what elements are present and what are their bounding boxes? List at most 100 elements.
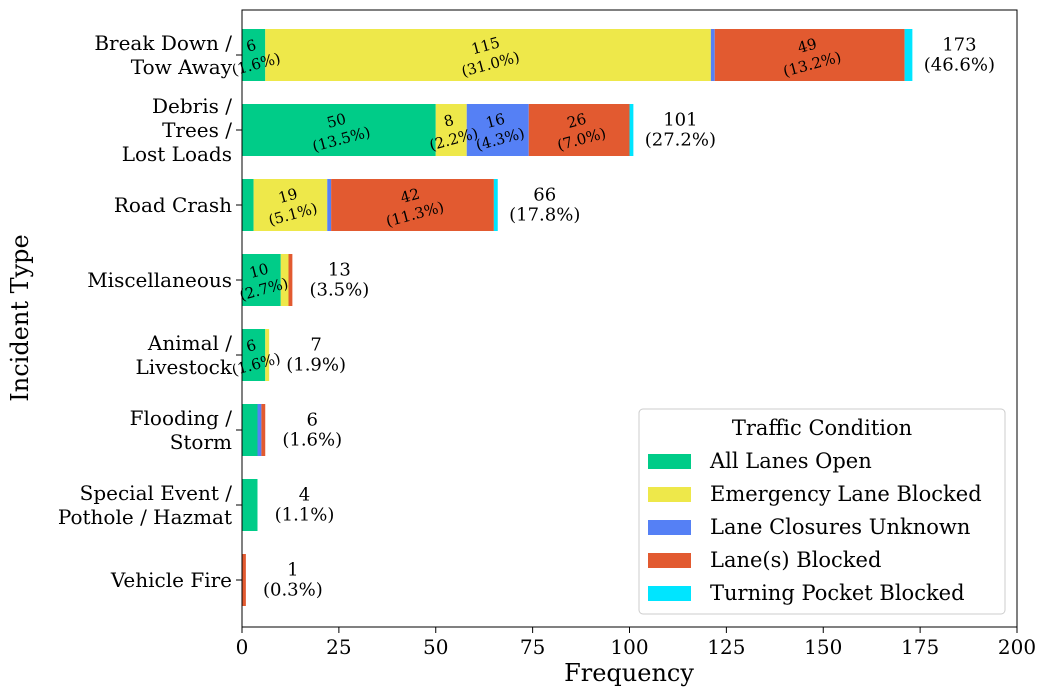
total-label-line: 6 <box>307 410 318 431</box>
x-tick-label: 175 <box>901 635 939 659</box>
y-tick-label-line: Special Event / <box>80 481 233 505</box>
bar-segment <box>629 104 634 156</box>
y-tick-label-line: Storm <box>170 430 232 454</box>
segment-label-line: 49 <box>796 35 819 57</box>
y-tick-label-line: Animal / <box>147 331 232 355</box>
total-label-line: (1.6%) <box>282 430 342 451</box>
bar-segment <box>257 404 262 456</box>
y-tick-label: Debris / Trees / Lost Loads <box>122 94 233 166</box>
bar-segment <box>714 29 905 81</box>
bar-segment <box>904 29 913 81</box>
total-label: 7 (1.9%) <box>286 335 346 376</box>
total-label-line: 66 <box>533 185 556 206</box>
bar-segment <box>288 254 293 306</box>
total-label: 173 (46.6%) <box>924 35 995 76</box>
x-tick-label: 75 <box>520 635 545 659</box>
bar-segment <box>331 179 494 231</box>
bar-segment <box>242 254 281 306</box>
total-label-line: 173 <box>942 35 976 56</box>
y-tick-label-line: Trees / <box>162 118 232 142</box>
segment-label-line: 10 <box>247 260 270 282</box>
x-tick-label: 150 <box>804 635 842 659</box>
segment-label-line: 19 <box>276 185 299 207</box>
legend-label: All Lanes Open <box>709 449 872 473</box>
bar-segment <box>242 554 246 606</box>
bar-segment <box>242 29 266 81</box>
bar-segment <box>493 179 498 231</box>
bar-segment <box>242 404 258 456</box>
x-axis-title: Frequency <box>564 659 694 687</box>
y-tick-label: Animal / Livestock <box>136 331 233 379</box>
bar-segment <box>466 104 529 156</box>
legend-swatch <box>648 553 691 568</box>
total-label-line: 101 <box>663 110 697 131</box>
bar-segment <box>710 29 715 81</box>
total-label-line: (0.3%) <box>263 580 323 601</box>
y-tick-label: Break Down / Tow Away <box>94 31 232 79</box>
segment-label-line: 8 <box>442 111 456 131</box>
total-label: 6 (1.6%) <box>282 410 342 451</box>
x-tick-label: 125 <box>707 635 745 659</box>
bar-segment <box>261 404 266 456</box>
y-tick-label-line: Road Crash <box>114 193 232 217</box>
total-label-line: 13 <box>328 260 351 281</box>
bar-segment <box>435 104 467 156</box>
total-label-line: (3.5%) <box>309 280 369 301</box>
total-label-line: (46.6%) <box>924 55 995 76</box>
x-tick-label: 0 <box>236 635 249 659</box>
y-tick-label: Vehicle Fire <box>110 568 232 592</box>
y-tick-label-line: Debris / <box>152 94 232 118</box>
y-tick-label-line: Vehicle Fire <box>110 568 232 592</box>
legend-swatch <box>648 454 691 469</box>
y-tick-label-line: Miscellaneous <box>87 268 232 292</box>
total-label: 66 (17.8%) <box>509 185 580 226</box>
total-label: 1 (0.3%) <box>263 560 323 601</box>
segment-label-line: 16 <box>484 110 507 132</box>
legend-label: Turning Pocket Blocked <box>710 581 965 605</box>
bar-segment <box>265 29 711 81</box>
segment-label-line: 26 <box>565 110 588 132</box>
x-tick-label: 200 <box>998 635 1036 659</box>
legend-label: Emergency Lane Blocked <box>710 482 982 506</box>
segment-label: 6(1.6%) <box>225 331 283 380</box>
segment-label-line: 6 <box>244 36 258 56</box>
legend-swatch <box>648 586 691 601</box>
bar-segment <box>242 104 436 156</box>
legend: Traffic Condition All Lanes Open Emergenc… <box>638 408 1006 615</box>
legend-swatch <box>648 487 691 502</box>
x-axis: 0 25 50 75 100 125 150 175 200 <box>236 627 1036 659</box>
segment-label-line: 50 <box>325 110 348 132</box>
total-labels-layer: 173 (46.6%) 101 (27.2%) 66 (17.8%) 13 (3.5%) 7 (1… <box>263 35 995 601</box>
y-axis: Break Down / Tow Away Debris / Trees / Lost … <box>58 31 242 592</box>
total-label: 13 (3.5%) <box>309 260 369 301</box>
y-axis-title: Incident Type <box>6 234 34 401</box>
bar-segment <box>528 104 630 156</box>
total-label: 4 (1.1%) <box>275 485 335 526</box>
y-tick-label: Special Event / Pothole / Hazmat <box>58 481 232 529</box>
legend-swatch <box>648 520 691 535</box>
y-tick-label-line: Flooding / <box>130 406 233 430</box>
legend-title: Traffic Condition <box>732 416 912 440</box>
legend-label: Lane Closures Unknown <box>710 515 970 539</box>
bar-segment <box>327 179 332 231</box>
y-tick-label-line: Break Down / <box>94 31 232 55</box>
bar-segment <box>265 329 270 381</box>
y-tick-label-line: Livestock <box>136 355 233 379</box>
bar-segment <box>280 254 289 306</box>
y-tick-label-line: Tow Away <box>131 55 233 79</box>
x-tick-label: 25 <box>326 635 351 659</box>
total-label-line: (1.9%) <box>286 355 346 376</box>
total-label-line: (1.1%) <box>275 505 335 526</box>
y-tick-label-line: Pothole / Hazmat <box>58 505 232 529</box>
total-label-line: (27.2%) <box>645 130 716 151</box>
x-tick-label: 100 <box>610 635 648 659</box>
legend-frame <box>638 408 1006 615</box>
total-label: 101 (27.2%) <box>645 110 716 151</box>
bar-segment <box>242 329 266 381</box>
bars-layer <box>242 29 913 606</box>
total-label-line: (17.8%) <box>509 205 580 226</box>
y-tick-label-line: Lost Loads <box>122 142 232 166</box>
x-tick-label: 50 <box>423 635 448 659</box>
segment-label-line: 6 <box>244 336 258 356</box>
